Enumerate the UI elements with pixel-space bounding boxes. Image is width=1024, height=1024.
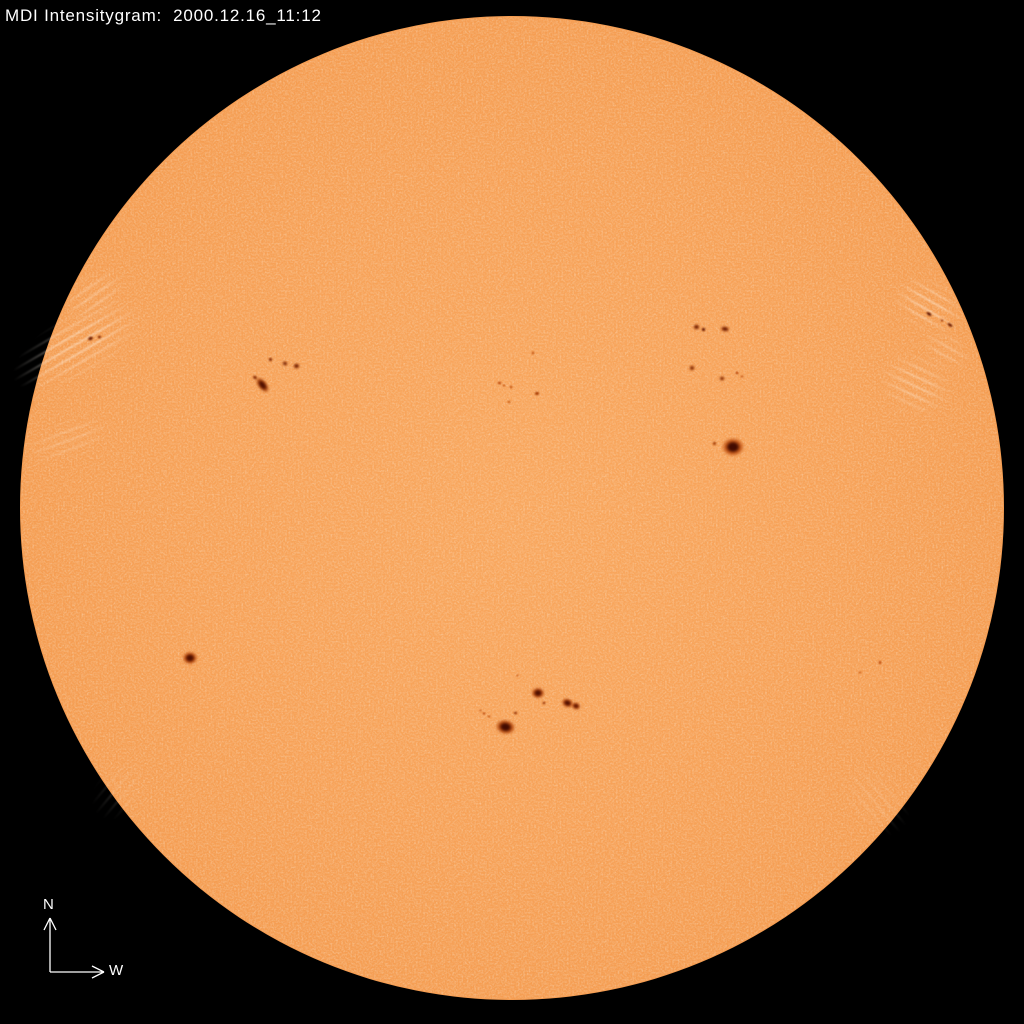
north-arrow-icon — [43, 917, 57, 972]
granulation-texture — [21, 17, 1003, 999]
sun-disk — [20, 16, 1004, 1000]
compass-west-label: W — [109, 962, 124, 979]
image-title: MDI Intensitygram: 2000.12.16_11:12 — [5, 6, 322, 25]
granulation-dark-speckle — [21, 17, 1003, 999]
west-arrow-icon — [50, 965, 105, 979]
compass-north-label: N — [43, 896, 54, 913]
compass — [43, 917, 105, 979]
